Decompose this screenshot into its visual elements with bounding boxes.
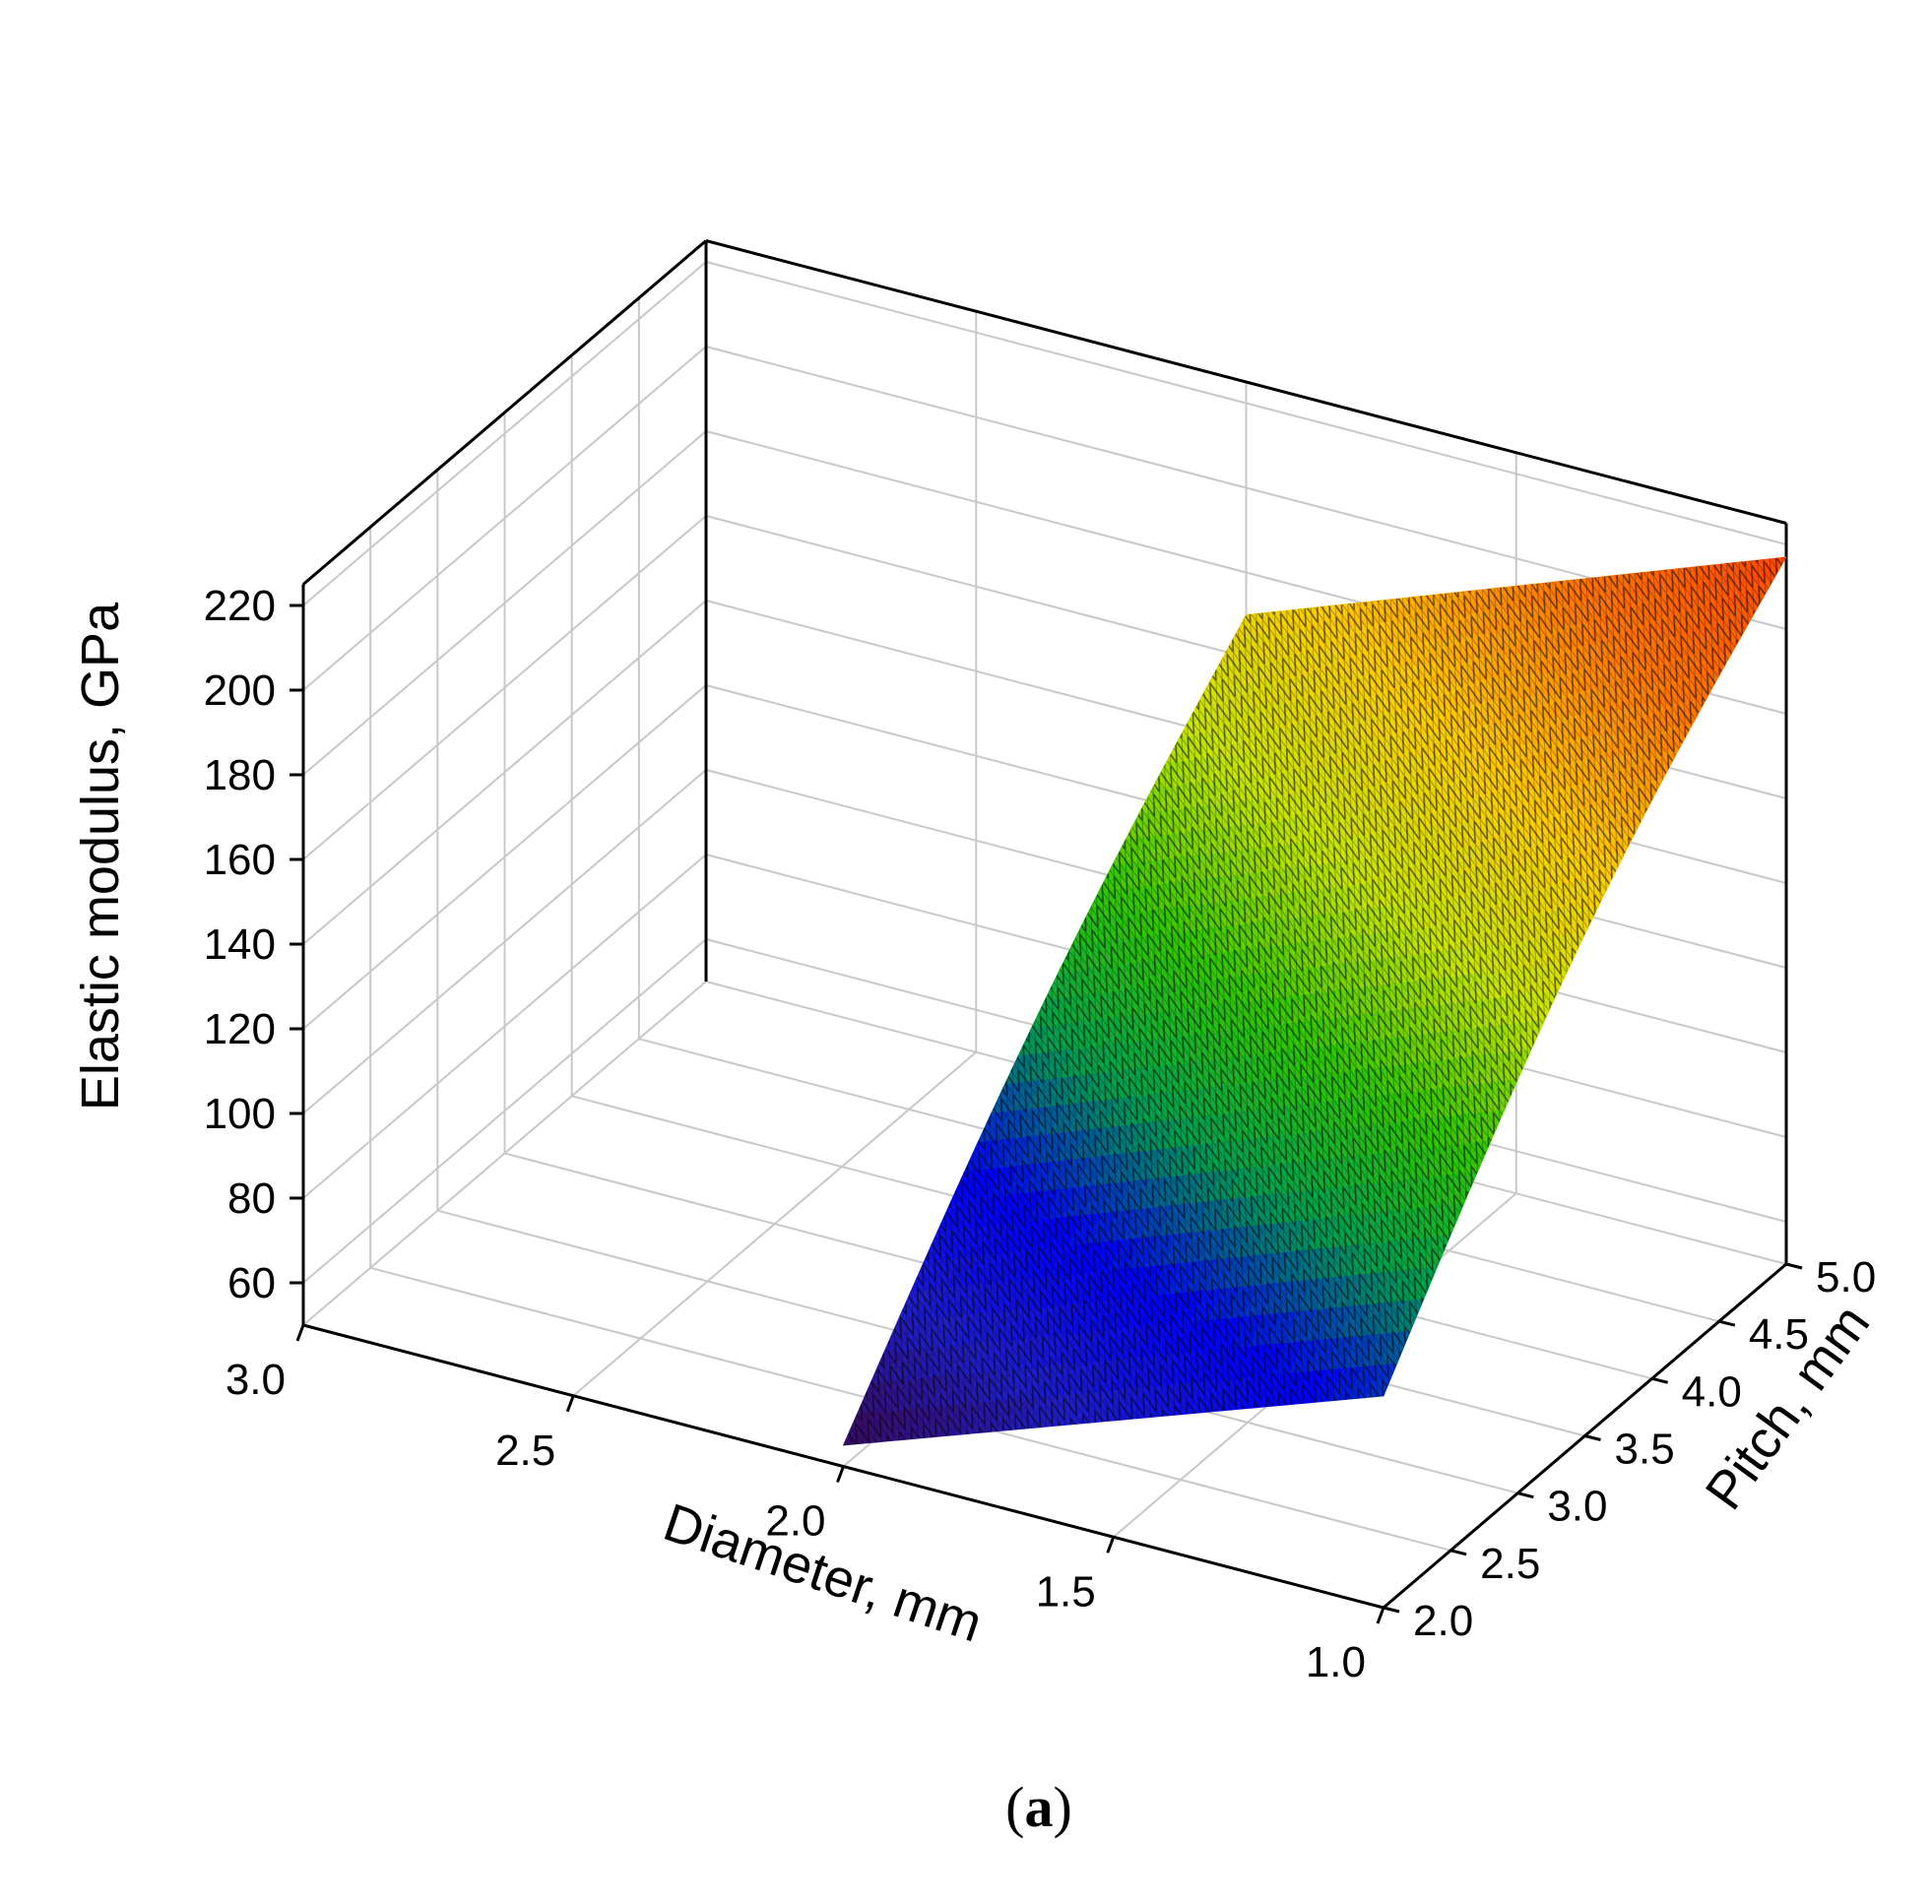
x-tick-label: 3.0 bbox=[225, 1356, 286, 1404]
top-back-edge bbox=[302, 239, 707, 586]
y-tick-label: 4.0 bbox=[1682, 1367, 1742, 1416]
caption-open-paren: ( bbox=[1005, 1775, 1024, 1839]
top-right-edge bbox=[705, 239, 1787, 525]
x-tick-label: 2.5 bbox=[495, 1427, 555, 1475]
z-tick-label: 180 bbox=[204, 751, 276, 799]
x-tick-label: 1.0 bbox=[1306, 1638, 1366, 1686]
front-axis-frame bbox=[290, 603, 1803, 1624]
z-tick-label: 140 bbox=[204, 920, 276, 969]
y-tick-label: 3.5 bbox=[1615, 1426, 1675, 1474]
caption-letter: a bbox=[1025, 1775, 1054, 1839]
surface-mesh-overlay bbox=[843, 556, 1786, 1445]
floor-diameter-gridline bbox=[302, 981, 707, 1326]
z-tick-label: 100 bbox=[204, 1090, 276, 1138]
x-tick-mark bbox=[836, 1465, 845, 1484]
z-tick-label: 80 bbox=[227, 1174, 276, 1223]
x-tick-mark bbox=[565, 1395, 575, 1413]
z-tick-label: 60 bbox=[227, 1259, 276, 1307]
surface bbox=[842, 556, 1787, 1446]
y-tick-mark bbox=[1383, 1606, 1400, 1614]
z-tick-label: 160 bbox=[204, 836, 276, 884]
y-tick-label: 2.0 bbox=[1413, 1597, 1473, 1645]
x-tick-mark bbox=[1376, 1607, 1385, 1624]
caption-close-paren: ) bbox=[1054, 1775, 1072, 1839]
y-tick-mark bbox=[1651, 1376, 1669, 1384]
y-tick-mark bbox=[1584, 1434, 1601, 1441]
figure-caption: (a) bbox=[1005, 1775, 1072, 1839]
z-tick-label: 200 bbox=[204, 666, 276, 715]
y-tick-mark bbox=[1449, 1549, 1467, 1556]
axis-frame bbox=[301, 239, 1788, 1325]
y-tick-label: 4.5 bbox=[1749, 1310, 1809, 1359]
x-tick-label: 1.5 bbox=[1036, 1567, 1096, 1616]
y-tick-label: 2.5 bbox=[1480, 1540, 1540, 1588]
z-tick-label: 120 bbox=[204, 1005, 276, 1053]
y-tick-mark bbox=[1785, 1262, 1803, 1270]
floor-diameter-gridline bbox=[572, 1050, 977, 1397]
x-tick-mark bbox=[1106, 1536, 1116, 1554]
x-tick-label: 2.0 bbox=[765, 1497, 825, 1546]
z-tick-label: 220 bbox=[204, 582, 276, 630]
y-tick-mark bbox=[1516, 1491, 1534, 1499]
y-tick-label: 3.0 bbox=[1547, 1483, 1607, 1531]
y-tick-mark bbox=[1718, 1319, 1736, 1327]
z-axis-title: Elastic modulus, GPa bbox=[71, 602, 130, 1111]
tick-labels: 60801001201401601802002201.01.52.02.53.0… bbox=[204, 582, 1877, 1686]
x-tick-mark bbox=[295, 1324, 305, 1342]
y-tick-label: 5.0 bbox=[1816, 1253, 1876, 1301]
